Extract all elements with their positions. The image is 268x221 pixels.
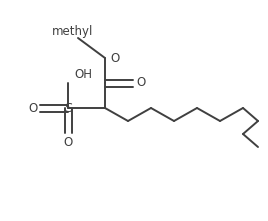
- Text: O: O: [63, 137, 73, 149]
- Text: O: O: [28, 101, 38, 114]
- Text: OH: OH: [74, 69, 92, 82]
- Text: O: O: [110, 51, 119, 65]
- Text: S: S: [64, 101, 72, 114]
- Text: methyl: methyl: [52, 25, 94, 38]
- Text: O: O: [136, 76, 146, 90]
